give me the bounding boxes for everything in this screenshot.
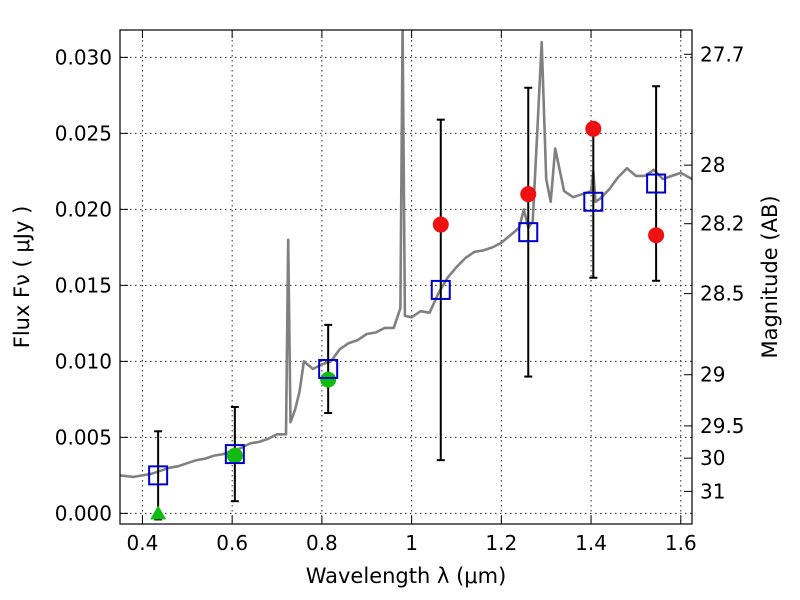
mag-tick-label: 28 [700,153,725,177]
y-tick-label: 0.030 [55,45,112,69]
y-tick-label: 0.000 [55,501,112,525]
model-photometry-square [430,279,451,300]
y-tick-label: 0.005 [55,425,112,449]
y-tick-label: 0.020 [55,197,112,221]
mag-tick-label: 29 [700,363,725,387]
model-photometry-square [583,191,604,212]
model-photometry-square [518,222,539,243]
mag-tick-label: 30 [700,446,725,470]
y-tick-label: 0.025 [55,121,112,145]
red-detection-point [648,227,665,244]
plot-background [120,30,692,524]
red-detection-point [585,120,602,137]
model-photometry-square [224,444,245,465]
model-photometry-square [318,358,339,379]
red-detection-point [432,216,449,233]
model-photometry-square [148,465,169,486]
red-detection-point [520,186,537,203]
y-axis-title-left: Flux Fν ( μJy ) [10,206,34,349]
grid-layer [120,30,692,524]
x-tick-label: 1.4 [575,531,607,555]
mag-tick-label: 28.2 [700,212,745,236]
x-tick-label: 1.2 [485,531,517,555]
y-tick-label: 0.010 [55,349,112,373]
tick-layer: 0.4 0.6 0.8 1 1.2 1.4 1.6 0.000 0.005 0.010 0.015 0… [55,30,745,555]
x-tick-label: 1.6 [665,531,697,555]
green-detection-point [320,371,337,388]
x-tick-label: 0.6 [216,531,248,555]
plot-frame [119,29,693,525]
model-photometry-square [646,173,667,194]
y-tick-label: 0.015 [55,273,112,297]
green-detection-point [226,447,243,464]
x-tick-label: 0.4 [127,531,159,555]
mag-tick-label: 31 [700,479,725,503]
x-tick-label: 0.8 [306,531,338,555]
mag-tick-label: 28.5 [700,282,745,306]
mag-tick-label: 29.5 [700,414,745,438]
marker-layer [148,85,667,521]
mag-tick-label: 27.7 [700,42,745,66]
upper-limit-triangle [150,505,167,520]
x-tick-label: 1 [405,531,418,555]
x-axis-title: Wavelength λ (μm) [306,564,507,588]
y-axis-title-right: Magnitude (AB) [758,195,782,358]
